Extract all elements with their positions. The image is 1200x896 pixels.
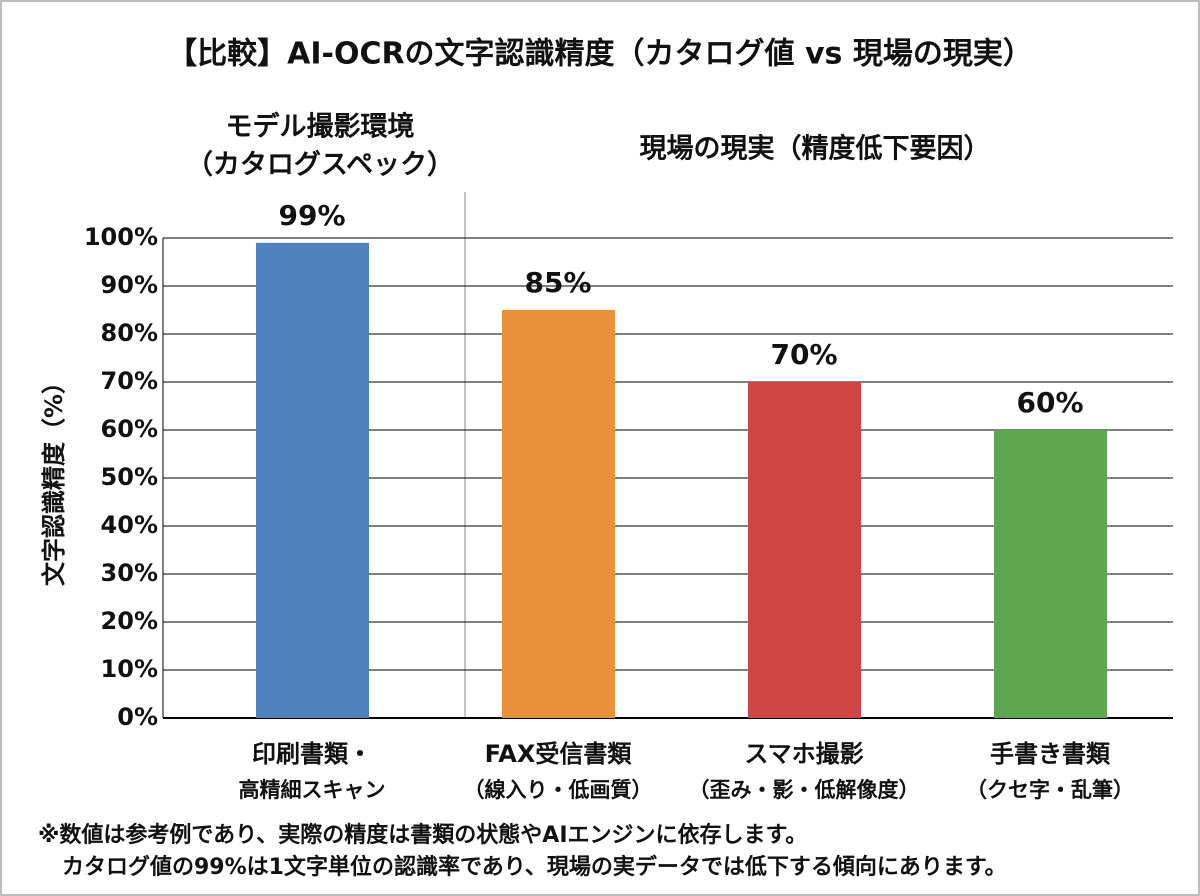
y-tick-label: 0%: [117, 703, 158, 731]
x-tick-label: （線入り・低画質）: [464, 778, 653, 802]
y-tick-label: 10%: [101, 655, 158, 683]
x-tick-label: 印刷書類・: [252, 740, 372, 768]
group-label: （カタログスペック）: [186, 149, 454, 181]
y-tick-label: 50%: [101, 463, 158, 491]
value-label: 60%: [1016, 386, 1083, 419]
y-axis-label: 文字認識精度（%）: [40, 370, 68, 586]
y-tick-label: 70%: [101, 367, 158, 395]
group-label: モデル撮影環境: [226, 111, 415, 143]
chart-title: 【比較】AI-OCRの文字認識精度（カタログ値 vs 現場の現実）: [167, 37, 1033, 72]
x-tick-label: FAX受信書類: [485, 740, 633, 768]
footnote: カタログ値の99%は1文字単位の認識率であり、現場の実データでは低下する傾向にあ…: [62, 854, 1007, 880]
bar: [994, 430, 1107, 718]
footnote: ※数値は参考例であり、実際の精度は書類の状態やAIエンジンに依存します。: [38, 822, 807, 848]
y-tick-label: 100%: [84, 223, 158, 251]
bar: [256, 242, 369, 719]
x-tick-label: スマホ撮影: [744, 740, 863, 768]
y-tick-label: 80%: [101, 319, 158, 347]
bar: [502, 310, 615, 718]
y-tick-label: 40%: [101, 511, 158, 539]
x-tick-label: 高精細スキャン: [239, 778, 386, 802]
x-tick-label: （クセ字・乱筆）: [966, 778, 1134, 802]
value-label: 70%: [770, 338, 837, 371]
x-tick-label: （歪み・影・低解像度）: [689, 778, 920, 802]
y-tick-label: 90%: [101, 271, 158, 299]
y-tick-label: 20%: [101, 607, 158, 635]
y-tick-label: 30%: [101, 559, 158, 587]
x-tick-label: 手書き書類: [990, 740, 1111, 768]
y-tick-label: 60%: [101, 415, 158, 443]
value-label: 85%: [524, 266, 591, 299]
bar: [748, 382, 861, 718]
value-label: 99%: [278, 199, 345, 232]
group-label: 現場の現実（精度低下要因）: [640, 133, 991, 165]
